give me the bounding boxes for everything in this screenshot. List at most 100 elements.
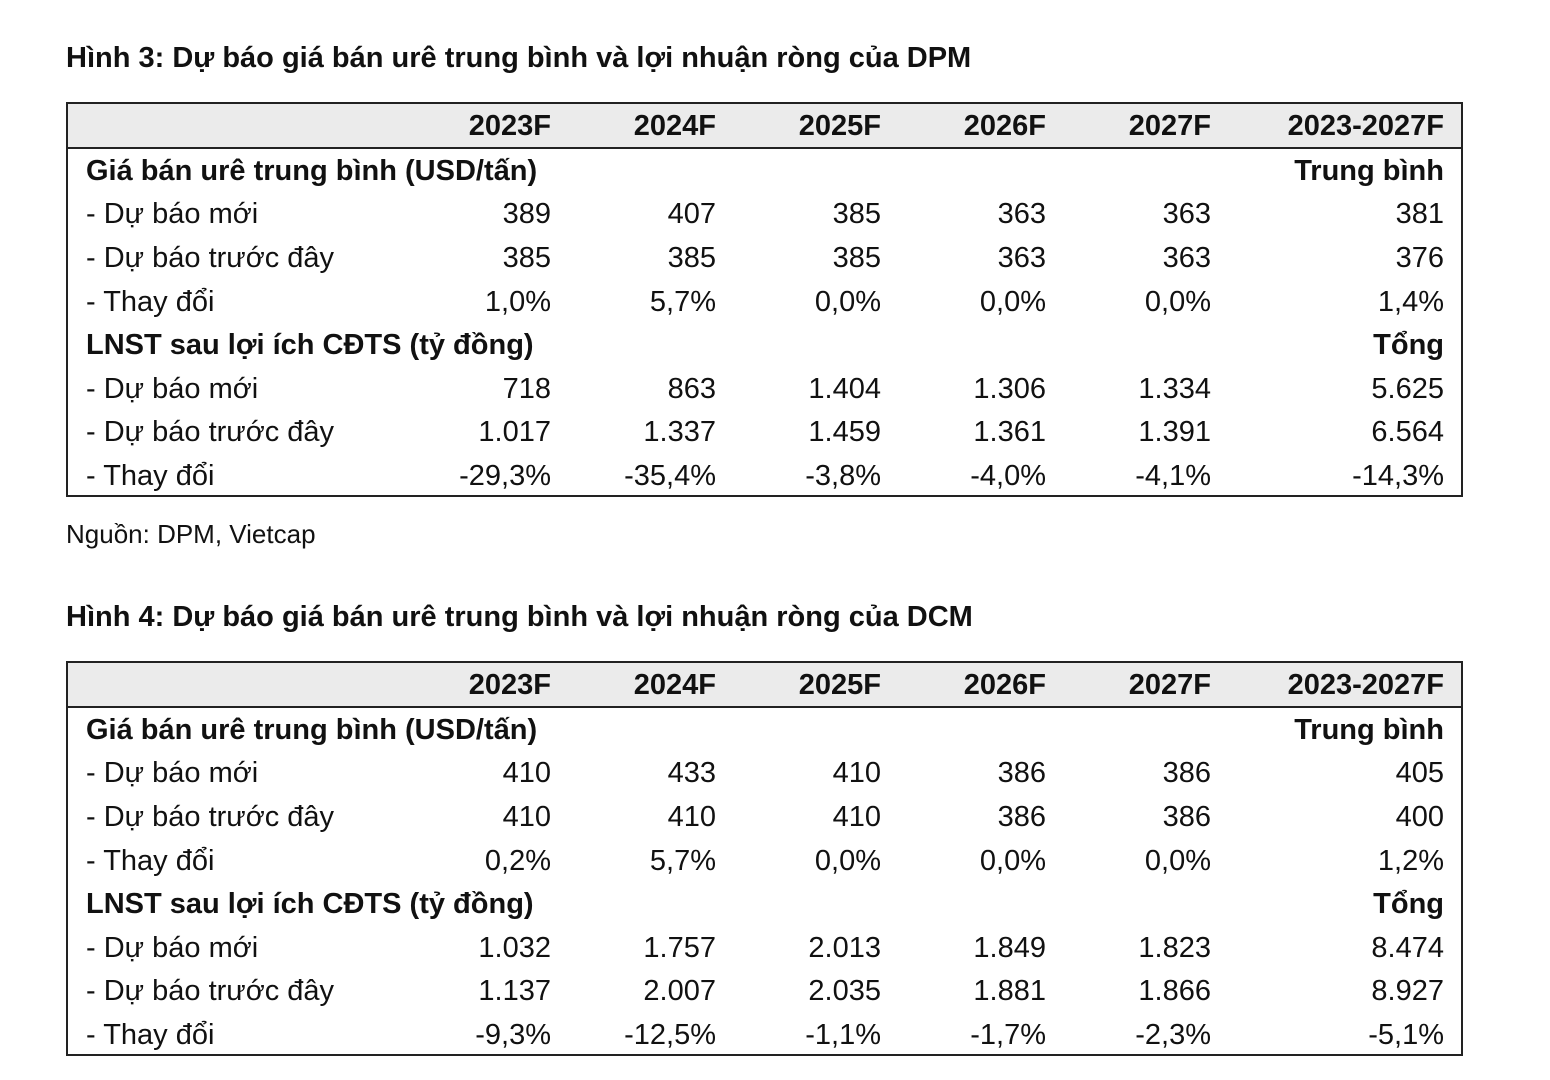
value-cell: 2.013 (808, 931, 881, 964)
value-cell: 1.032 (478, 931, 551, 964)
column-header: 2025F (798, 110, 881, 142)
value-cell: 410 (832, 757, 881, 790)
value-cell: 8.927 (1371, 975, 1444, 1008)
value-cell: 6.564 (1371, 416, 1444, 449)
value-cell: 1.459 (808, 416, 881, 449)
value-cell: 1,0% (484, 285, 551, 318)
value-cell: 0,2% (484, 844, 551, 877)
value-cell: 1.334 (1138, 372, 1211, 405)
value-cell: 1.306 (973, 372, 1046, 405)
row-label: - Dự báo mới (86, 372, 259, 405)
section-label: Giá bán urê trung bình (USD/tấn) (86, 154, 538, 187)
row-label: - Thay đổi (86, 844, 215, 877)
value-cell: 389 (502, 198, 551, 231)
value-cell: 1.881 (973, 975, 1046, 1008)
value-cell: -9,3% (475, 1019, 551, 1051)
header-row (66, 661, 1463, 708)
value-cell: 1.337 (643, 416, 716, 449)
row-label: - Thay đổi (86, 460, 215, 492)
section-label: LNST sau lợi ích CĐTS (tỷ đồng) (86, 888, 534, 921)
value-cell: 386 (997, 757, 1046, 790)
header-row (66, 102, 1463, 149)
column-header: 2023F (468, 669, 551, 701)
value-cell: 1.757 (643, 931, 716, 964)
value-cell: 5,7% (649, 844, 716, 877)
value-cell: 718 (502, 372, 551, 405)
value-cell: 385 (832, 198, 881, 231)
row-label: - Dự báo trước đây (86, 416, 335, 449)
section-label: LNST sau lợi ích CĐTS (tỷ đồng) (86, 329, 534, 362)
value-cell: 1,4% (1377, 285, 1444, 318)
column-header: 2024F (633, 669, 716, 701)
row-label: - Dự báo trước đây (86, 975, 335, 1008)
value-cell: 363 (997, 198, 1046, 231)
value-cell: 1.391 (1138, 416, 1211, 449)
value-cell: 0,0% (1144, 285, 1211, 318)
value-cell: -2,3% (1135, 1019, 1211, 1051)
column-header: 2023-2027F (1287, 669, 1444, 701)
value-cell: 410 (502, 757, 551, 790)
column-header: 2024F (633, 110, 716, 142)
value-cell: 0,0% (814, 844, 881, 877)
section-note: Trung bình (1294, 713, 1444, 746)
row-label: - Dự báo mới (86, 757, 259, 790)
value-cell: 381 (1395, 198, 1444, 231)
value-cell: -29,3% (459, 460, 551, 492)
column-header: 2027F (1128, 669, 1211, 701)
value-cell: 1.823 (1138, 931, 1211, 964)
value-cell: 2.007 (643, 975, 716, 1008)
value-cell: 0,0% (979, 844, 1046, 877)
value-cell: -1,7% (970, 1019, 1046, 1051)
value-cell: -3,8% (805, 460, 881, 492)
value-cell: 1.361 (973, 416, 1046, 449)
value-cell: 0,0% (979, 285, 1046, 318)
section-label: Giá bán urê trung bình (USD/tấn) (86, 713, 538, 746)
value-cell: 1.404 (808, 372, 881, 405)
value-cell: 386 (1162, 801, 1211, 833)
row-label: - Dự báo mới (86, 198, 259, 231)
value-cell: 863 (667, 372, 716, 405)
value-cell: 5.625 (1371, 372, 1444, 405)
value-cell: 386 (1162, 757, 1211, 790)
column-header: 2027F (1128, 110, 1211, 142)
value-cell: 433 (667, 757, 716, 790)
figure-title: Hình 3: Dự báo giá bán urê trung bình và… (66, 42, 972, 74)
value-cell: 1.137 (478, 975, 551, 1008)
value-cell: 0,0% (1144, 844, 1211, 877)
value-cell: 363 (1162, 242, 1211, 274)
table-border (66, 102, 1463, 497)
value-cell: 0,0% (814, 285, 881, 318)
section-note: Tổng (1373, 888, 1444, 921)
column-header: 2026F (963, 110, 1046, 142)
value-cell: -4,1% (1135, 460, 1211, 492)
value-cell: -14,3% (1352, 460, 1444, 492)
value-cell: -12,5% (624, 1019, 716, 1051)
value-cell: 5,7% (649, 285, 716, 318)
value-cell: 8.474 (1371, 931, 1444, 964)
value-cell: 407 (667, 198, 716, 231)
row-label: - Dự báo mới (86, 931, 259, 964)
column-header: 2023-2027F (1287, 110, 1444, 142)
column-header: 2023F (468, 110, 551, 142)
value-cell: 1.017 (478, 416, 551, 449)
row-label: - Thay đổi (86, 1019, 215, 1051)
value-cell: 1.849 (973, 931, 1046, 964)
value-cell: 386 (997, 801, 1046, 833)
value-cell: 400 (1395, 801, 1444, 833)
row-label: - Dự báo trước đây (86, 801, 335, 833)
column-header: 2026F (963, 669, 1046, 701)
value-cell: 405 (1395, 757, 1444, 790)
section-note: Trung bình (1294, 154, 1444, 187)
value-cell: 385 (667, 242, 716, 274)
value-cell: 410 (832, 801, 881, 833)
value-cell: -1,1% (805, 1019, 881, 1051)
column-header: 2025F (798, 669, 881, 701)
table-border (66, 661, 1463, 1056)
section-note: Tổng (1373, 329, 1444, 362)
value-cell: 1,2% (1377, 844, 1444, 877)
value-cell: 385 (832, 242, 881, 274)
value-cell: 376 (1395, 242, 1444, 274)
value-cell: 2.035 (808, 975, 881, 1008)
value-cell: 363 (1162, 198, 1211, 231)
